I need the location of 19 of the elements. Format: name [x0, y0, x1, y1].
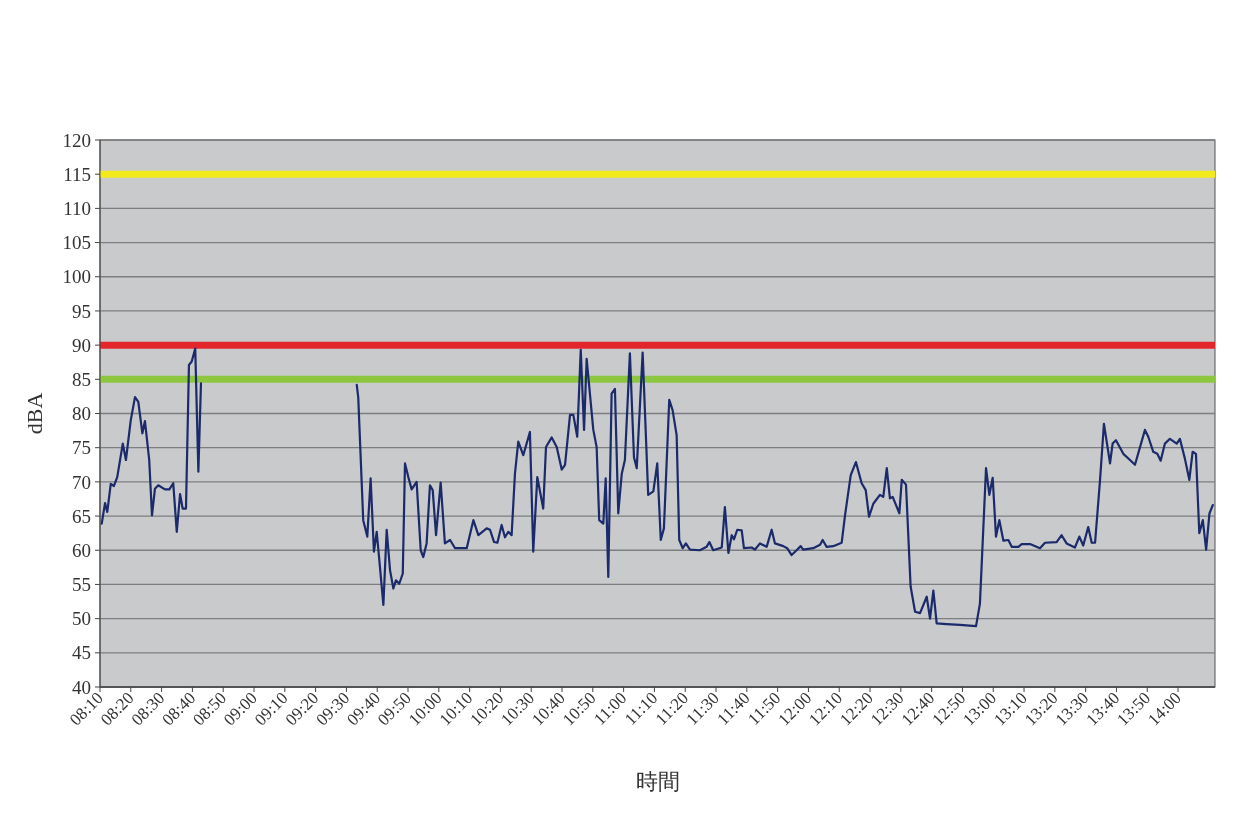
y-tick-label: 55 — [72, 574, 91, 596]
y-tick-label: 100 — [62, 266, 91, 288]
y-axis-title: dBA — [22, 392, 47, 435]
y-tick-label: 45 — [72, 642, 91, 664]
y-tick-label: 120 — [62, 129, 91, 151]
y-tick-label: 60 — [72, 539, 91, 561]
y-tick-label: 75 — [72, 437, 91, 459]
y-tick-label: 50 — [72, 608, 91, 630]
y-tick-label: 70 — [72, 471, 91, 493]
y-tick-label: 105 — [62, 232, 91, 254]
y-tick-label: 95 — [72, 300, 91, 322]
y-tick-label: 110 — [63, 198, 91, 220]
y-tick-label: 65 — [72, 505, 91, 527]
y-tick-label: 80 — [72, 403, 91, 425]
y-tick-label: 40 — [72, 676, 91, 698]
y-tick-label: 90 — [72, 334, 91, 356]
y-tick-label: 115 — [63, 163, 91, 185]
x-axis-title: 時間 — [635, 769, 680, 794]
y-tick-label: 85 — [72, 368, 91, 390]
